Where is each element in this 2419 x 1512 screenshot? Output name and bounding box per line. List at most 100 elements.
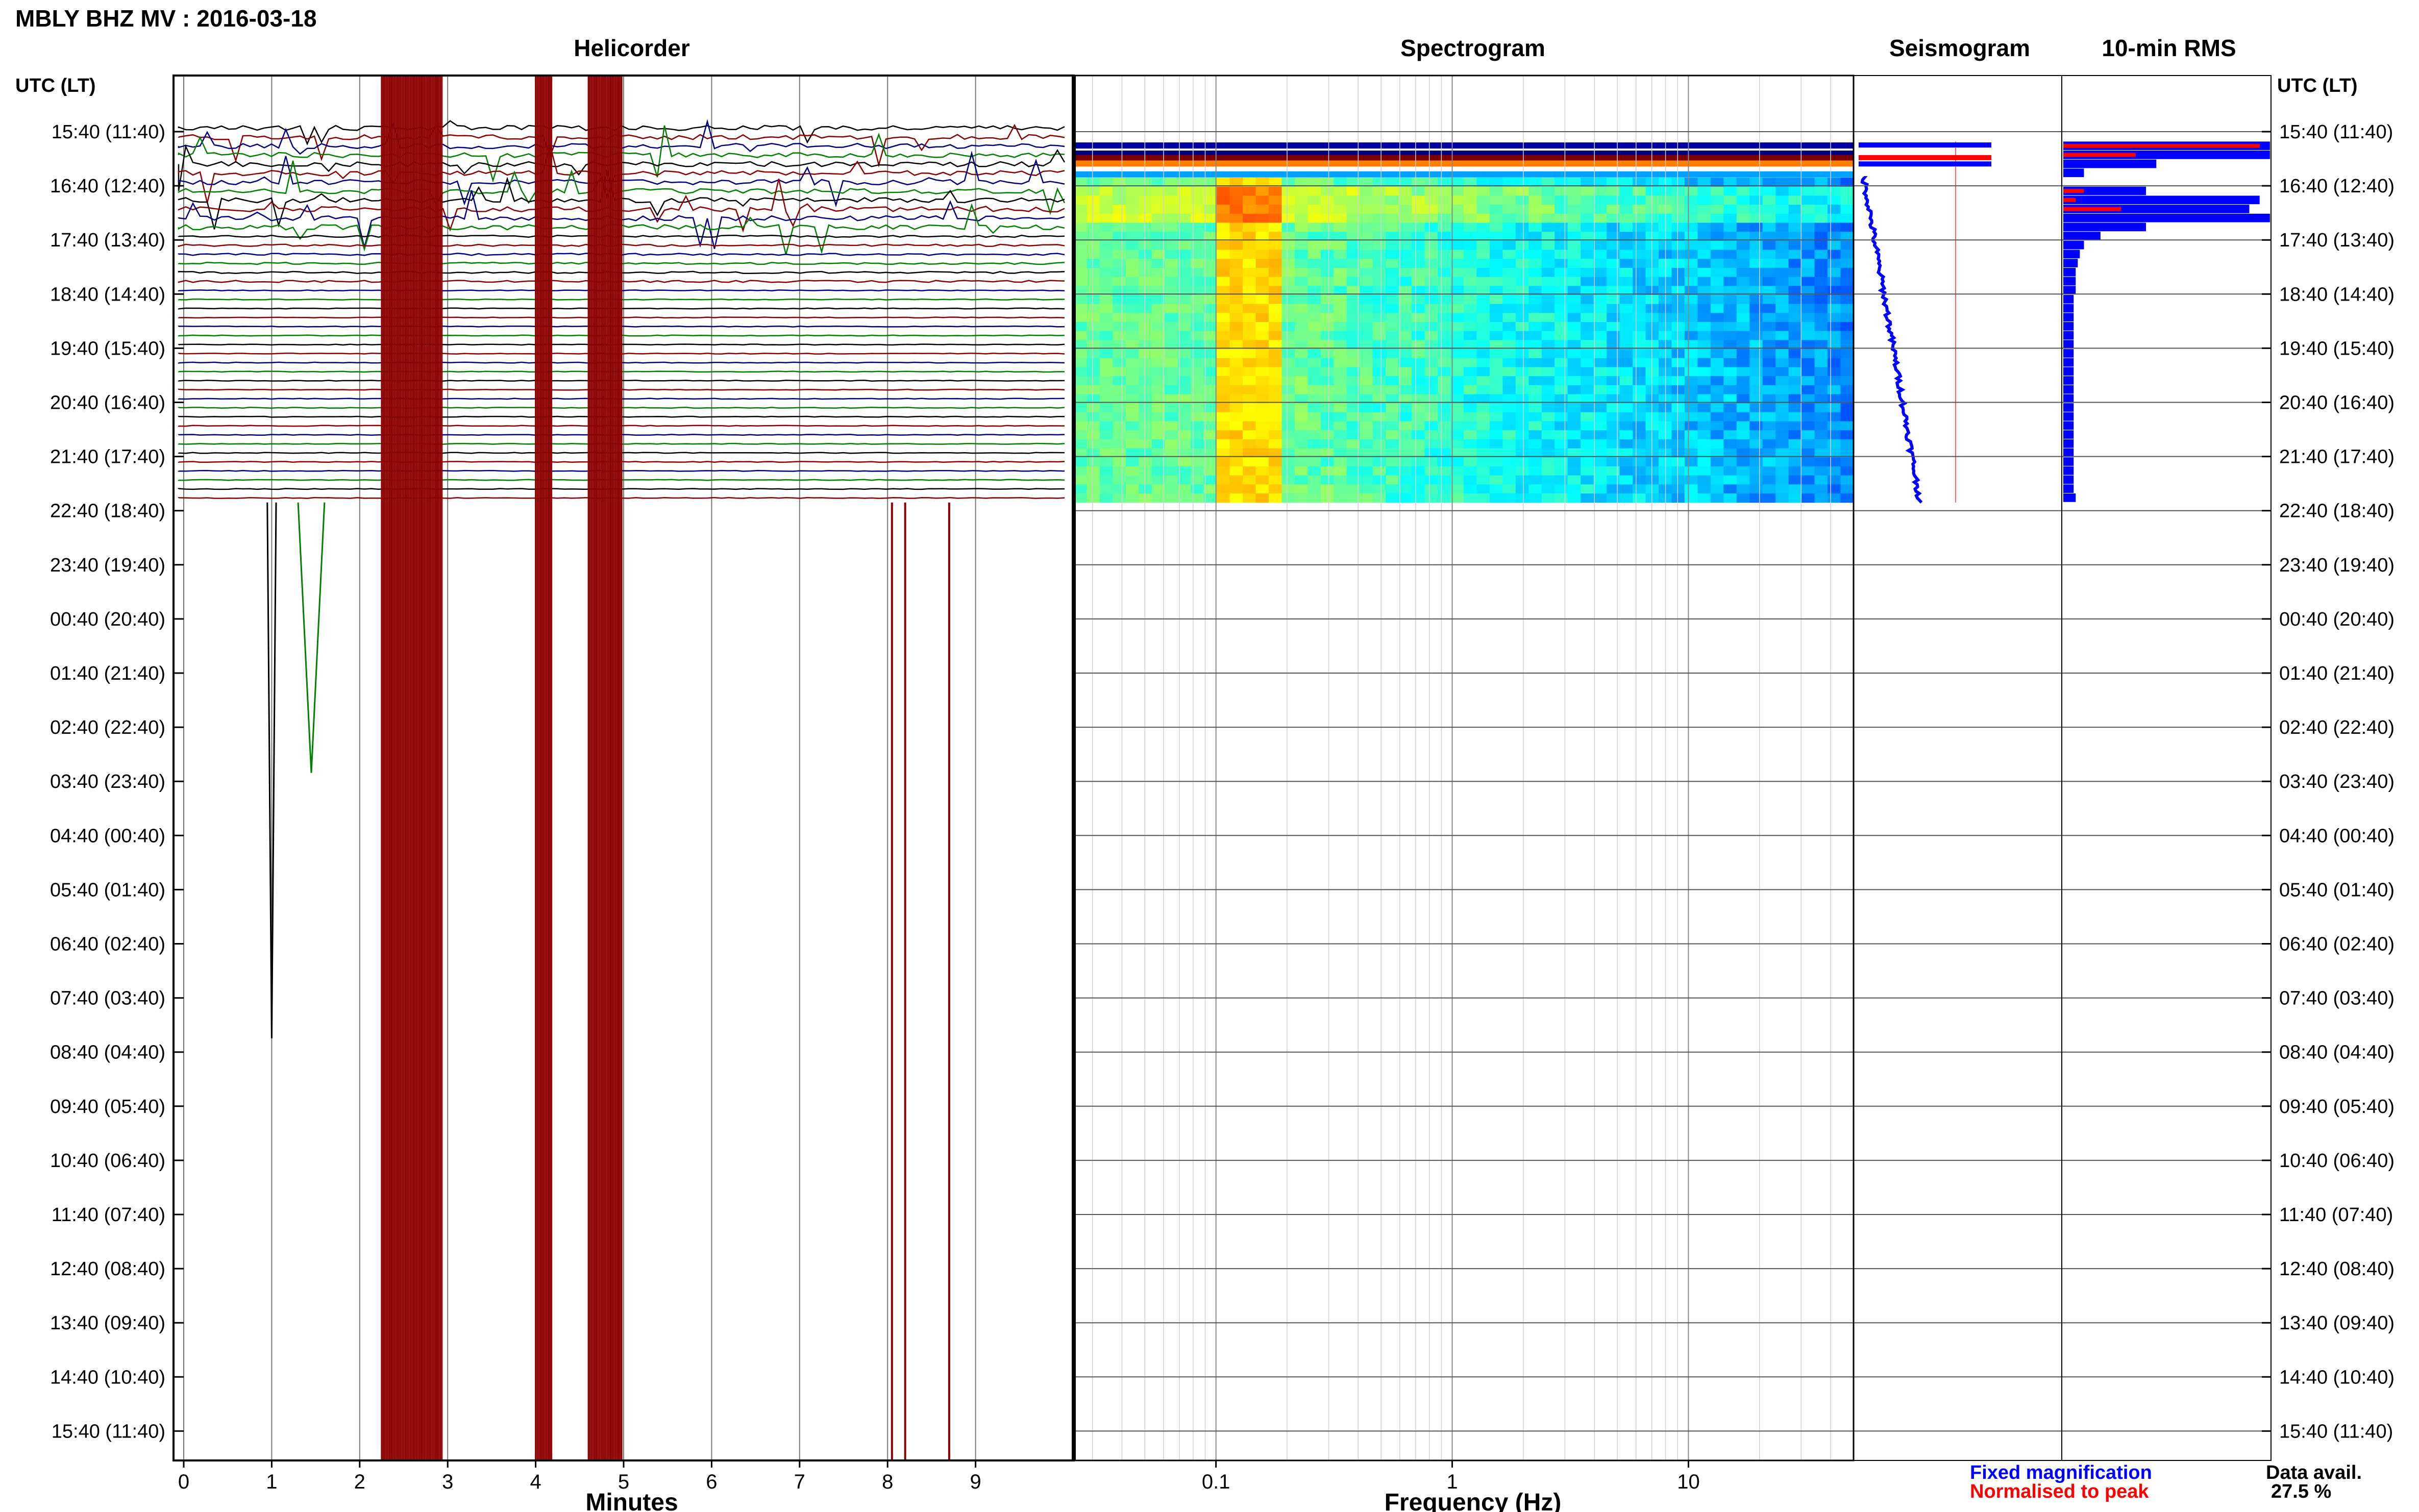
spectrogram-cell	[1476, 376, 1490, 386]
spectrogram-cell	[1607, 286, 1620, 295]
spectrogram-cell	[1294, 412, 1308, 422]
spectrogram-cell	[1113, 250, 1126, 259]
spectrogram-cell	[1541, 267, 1555, 278]
spectrogram-cell	[1593, 448, 1607, 458]
spectrogram-cell	[1438, 277, 1451, 286]
spectrogram-cell	[1567, 493, 1581, 503]
spectrogram-cell	[1476, 475, 1490, 485]
spectrogram-cell	[1840, 250, 1854, 259]
spectrogram-cell	[1840, 430, 1854, 440]
spectrogram-cell	[1320, 475, 1334, 485]
spectrogram-cell	[1346, 457, 1360, 467]
spectrogram-cell	[1775, 439, 1789, 449]
spectrogram-cell	[1125, 331, 1139, 340]
spectrogram-cell	[1775, 205, 1789, 214]
spectrogram-cell	[1424, 259, 1438, 268]
spectrogram-cell	[1412, 340, 1425, 350]
spectrogram-cell	[1307, 349, 1321, 359]
spectrogram-cell	[1749, 457, 1763, 467]
spectrogram-cell	[1386, 430, 1399, 440]
spectrogram-cell	[1814, 259, 1828, 268]
spectrogram-cell	[1372, 250, 1386, 259]
spectrogram-cell	[1151, 213, 1165, 224]
spectrogram-cell	[1619, 412, 1633, 422]
spectrogram-cell	[1087, 195, 1100, 205]
spectrogram-cell	[1203, 349, 1217, 359]
spectrogram-x-tick-label: 10	[1677, 1471, 1700, 1493]
spectrogram-cell	[1113, 178, 1126, 187]
helicorder-traces	[178, 76, 1066, 1460]
spectrogram-cell	[1177, 403, 1191, 413]
spectrogram-cell	[1645, 457, 1659, 467]
spectrogram-cell	[1320, 331, 1334, 340]
spectrogram-cell	[1502, 250, 1516, 259]
spectrogram-cell	[1386, 358, 1399, 367]
spectrogram-cell	[1567, 367, 1581, 377]
left-time-label: 18:40 (14:40)	[50, 284, 165, 305]
spectrogram-cell	[1281, 457, 1295, 467]
spectrogram-cell	[1372, 385, 1386, 394]
spectrogram-cell	[1515, 277, 1529, 286]
spectrogram-cell	[1113, 240, 1126, 251]
spectrogram-cell	[1360, 222, 1373, 232]
spectrogram-cell	[1307, 286, 1321, 295]
spectrogram-cell	[1593, 349, 1607, 359]
left-time-label: 23:40 (19:40)	[50, 555, 165, 576]
spectrogram-cell	[1502, 439, 1516, 449]
spectrogram-cell	[1346, 240, 1360, 251]
spectrogram-cell	[1438, 213, 1451, 224]
spectrogram-cell	[1307, 376, 1321, 386]
spectrogram-cell	[1255, 448, 1269, 458]
spectrogram-cell	[1775, 313, 1789, 323]
spectrogram-cell	[1476, 240, 1490, 251]
spectrogram-cell	[1489, 439, 1503, 449]
spectrogram-cell	[1087, 259, 1100, 268]
spectrogram-cell	[1593, 331, 1607, 340]
left-time-axis: 15:40 (11:40)16:40 (12:40)17:40 (13:40)1…	[50, 121, 184, 1442]
spectrogram-cell	[1645, 322, 1659, 332]
spectrogram-cell	[1334, 385, 1347, 394]
spectrogram-cell	[1464, 222, 1477, 232]
spectrogram-cell	[1139, 331, 1152, 340]
spectrogram-cell	[1217, 304, 1230, 313]
seismogram-trace-fixed	[1860, 176, 1923, 504]
spectrogram-cell	[1398, 195, 1412, 205]
spectrogram-cell	[1645, 466, 1659, 476]
spectrogram-cell	[1125, 475, 1139, 485]
spectrogram-cell	[1269, 331, 1282, 340]
spectrogram-cell	[1438, 313, 1451, 323]
spectrogram-cell	[1464, 475, 1477, 485]
spectrogram-cell	[1697, 304, 1711, 313]
spectrogram-cell	[1360, 457, 1373, 467]
spectrogram-cell	[1840, 267, 1854, 278]
spectrogram-cell	[1697, 367, 1711, 377]
spectrogram-cell	[1593, 267, 1607, 278]
spectrogram-cell	[1736, 250, 1750, 259]
spectrogram-cell	[1736, 376, 1750, 386]
spectrogram-cell	[1346, 403, 1360, 413]
spectrogram-cell	[1528, 340, 1542, 350]
spectrogram-cell	[1255, 349, 1269, 359]
spectrogram-cell	[1386, 484, 1399, 494]
spectrogram-cell	[1528, 222, 1542, 232]
spectrogram-cell	[1828, 367, 1841, 377]
spectrogram-cell	[1464, 340, 1477, 350]
spectrogram-cell	[1633, 475, 1646, 485]
spectrogram-cell	[1139, 313, 1152, 323]
spectrogram-cell	[1386, 403, 1399, 413]
spectrogram-cell	[1412, 286, 1425, 295]
spectrogram-cell	[1697, 213, 1711, 224]
spectrogram-cell	[1307, 358, 1321, 367]
spectrogram-cell	[1762, 385, 1776, 394]
spectrogram-cell	[1788, 250, 1802, 259]
spectrogram-cell	[1749, 358, 1763, 367]
spectrogram-cell	[1450, 475, 1464, 485]
spectrogram-cell	[1749, 466, 1763, 476]
spectrogram-cell	[1229, 376, 1243, 386]
spectrogram-cell	[1177, 195, 1191, 205]
spectrogram-cell	[1372, 178, 1386, 187]
spectrogram-cell	[1541, 349, 1555, 359]
spectrogram-cell	[1593, 178, 1607, 187]
spectrogram-cell	[1489, 232, 1503, 241]
figure-title: MBLY BHZ MV : 2016-03-18	[15, 5, 317, 32]
